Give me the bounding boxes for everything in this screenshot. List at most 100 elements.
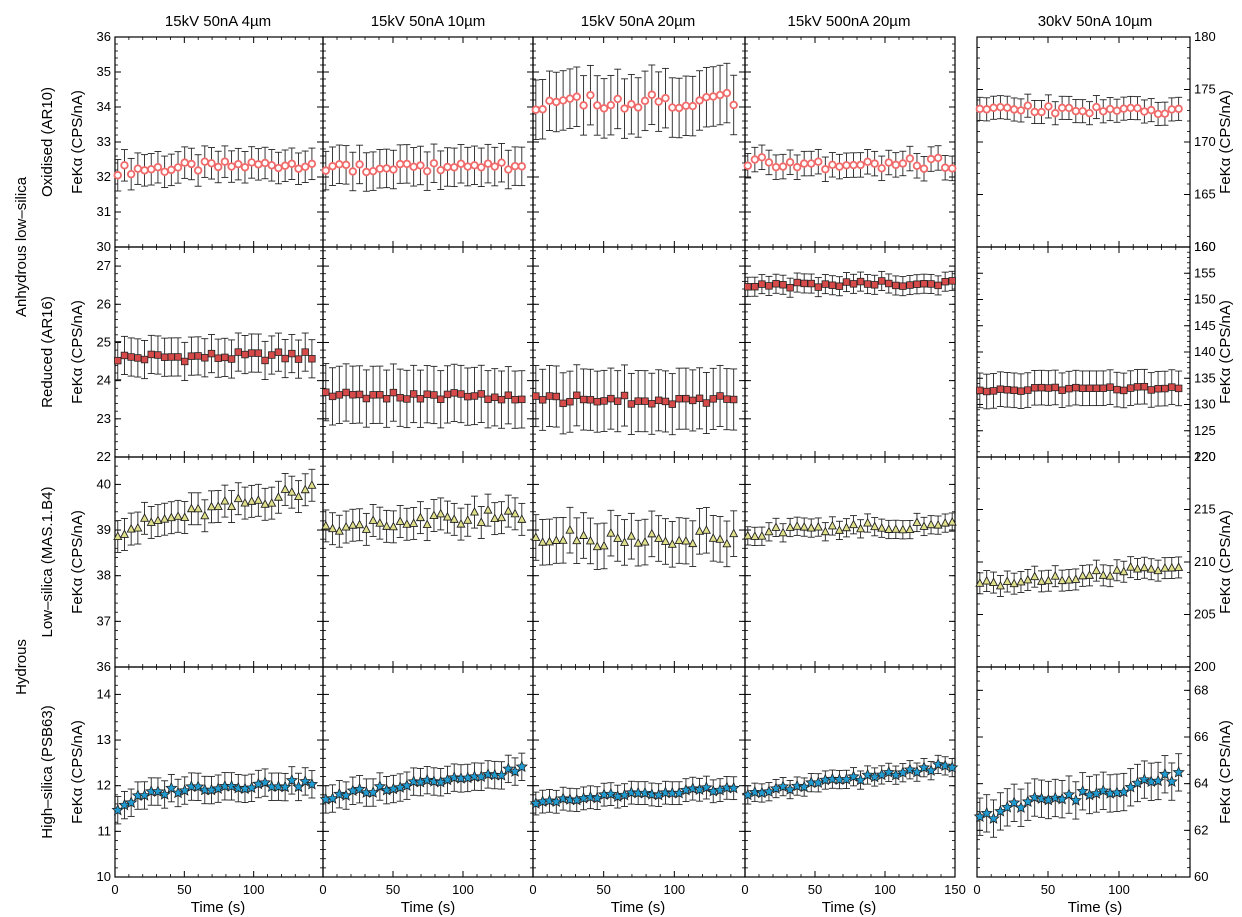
marker-star bbox=[727, 781, 740, 794]
marker-triangle bbox=[1036, 576, 1047, 585]
data-point bbox=[1126, 95, 1135, 120]
marker-triangle bbox=[280, 484, 290, 493]
marker-triangle bbox=[771, 522, 781, 531]
panel-frame bbox=[744, 456, 956, 668]
marker-circle bbox=[287, 159, 297, 168]
marker-triangle bbox=[995, 580, 1005, 590]
marker-square bbox=[369, 391, 377, 399]
marker-circle bbox=[1092, 102, 1101, 112]
marker-triangle bbox=[193, 503, 203, 513]
data-point bbox=[346, 776, 360, 805]
marker-triangle bbox=[227, 501, 237, 511]
data-point bbox=[559, 372, 567, 435]
marker-star bbox=[285, 773, 299, 786]
marker-circle bbox=[912, 161, 922, 170]
data-point bbox=[234, 147, 243, 181]
data-point bbox=[456, 144, 466, 184]
marker-triangle bbox=[1160, 562, 1170, 572]
marker-circle bbox=[757, 153, 767, 162]
marker-square bbox=[1140, 382, 1149, 391]
data-point bbox=[856, 152, 865, 178]
data-point bbox=[205, 775, 218, 805]
data-point bbox=[641, 370, 649, 433]
data-point bbox=[807, 150, 816, 177]
data-point bbox=[1014, 788, 1028, 827]
marker-triangle bbox=[415, 512, 425, 522]
marker-circle bbox=[722, 88, 732, 98]
data-point bbox=[982, 570, 992, 593]
data-point bbox=[613, 68, 622, 130]
y-tick-label: 165 bbox=[1194, 187, 1216, 202]
panel-2-1: 22 23 24 25 26 27 bbox=[97, 246, 324, 464]
marker-circle bbox=[565, 94, 575, 103]
data-point bbox=[395, 144, 405, 184]
data-point bbox=[402, 507, 412, 541]
marker-square bbox=[552, 392, 560, 401]
marker-circle bbox=[898, 159, 908, 168]
marker-circle bbox=[558, 96, 568, 105]
data-point bbox=[987, 799, 1000, 838]
y-tick-label: 215 bbox=[1194, 502, 1216, 517]
data-point bbox=[996, 95, 1005, 120]
data-point bbox=[114, 341, 122, 381]
data-point bbox=[1044, 94, 1053, 119]
x-tick-label: 0 bbox=[741, 882, 748, 897]
marker-circle bbox=[695, 96, 704, 105]
marker-triangle bbox=[1146, 564, 1156, 573]
marker-circle bbox=[443, 162, 452, 172]
marker-circle bbox=[778, 162, 788, 171]
data-point bbox=[813, 517, 823, 537]
data-point bbox=[660, 518, 671, 565]
data-point bbox=[274, 151, 283, 185]
data-point bbox=[841, 518, 852, 538]
marker-circle bbox=[613, 94, 622, 104]
data-point bbox=[729, 510, 739, 557]
data-point bbox=[1113, 371, 1121, 408]
data-point bbox=[429, 499, 439, 532]
marker-square bbox=[1051, 383, 1059, 392]
marker-square bbox=[668, 400, 676, 408]
marker-circle bbox=[321, 166, 330, 175]
data-point bbox=[1051, 101, 1060, 126]
data-point bbox=[877, 155, 886, 182]
marker-star bbox=[1090, 786, 1103, 799]
data-point bbox=[388, 510, 398, 544]
marker-triangle bbox=[1132, 563, 1143, 573]
data-point bbox=[207, 147, 216, 180]
marker-square bbox=[828, 281, 837, 289]
marker-star bbox=[1028, 791, 1041, 803]
marker-triangle bbox=[695, 526, 705, 535]
marker-square bbox=[600, 397, 608, 405]
data-point bbox=[430, 365, 438, 425]
data-point bbox=[158, 780, 171, 809]
marker-circle bbox=[1153, 109, 1163, 119]
data-point bbox=[483, 493, 493, 527]
marker-circle bbox=[1085, 108, 1094, 118]
data-point bbox=[448, 763, 461, 792]
marker-circle bbox=[1167, 105, 1176, 114]
data-point bbox=[113, 520, 123, 553]
marker-square bbox=[870, 281, 879, 289]
data-point bbox=[996, 371, 1005, 407]
data-point bbox=[328, 146, 337, 186]
data-point bbox=[607, 367, 615, 430]
data-point bbox=[1099, 370, 1107, 407]
marker-triangle bbox=[510, 508, 520, 518]
data-point bbox=[868, 767, 881, 787]
data-point bbox=[1069, 781, 1082, 820]
marker-star bbox=[353, 782, 366, 795]
data-point bbox=[341, 145, 351, 185]
data-point bbox=[800, 273, 808, 294]
marker-triangle bbox=[348, 520, 358, 529]
panel-2-5: 120 125 130 135 140 145 150 155 160 bbox=[976, 239, 1216, 464]
x-label-4: Time (s) bbox=[822, 899, 876, 916]
data-point bbox=[307, 147, 317, 181]
data-point bbox=[722, 520, 732, 568]
data-point bbox=[281, 339, 289, 379]
data-point bbox=[764, 149, 774, 176]
data-point bbox=[1001, 788, 1014, 827]
marker-square bbox=[1024, 386, 1032, 394]
marker-circle bbox=[294, 164, 303, 173]
right-y-axis-labels: FeKα (CPS/nA) FeKα (CPS/nA) FeKα (CPS/nA… bbox=[1217, 90, 1234, 824]
data-point bbox=[1078, 564, 1088, 587]
